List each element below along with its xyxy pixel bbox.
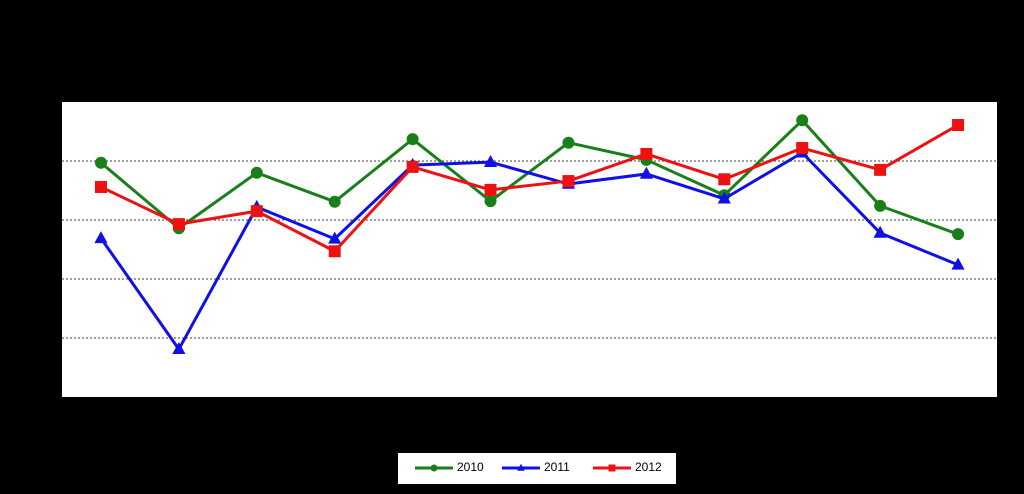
marker (796, 114, 809, 127)
marker (406, 160, 419, 173)
marker (94, 231, 108, 244)
marker (952, 228, 965, 241)
plot-area (62, 102, 997, 397)
marker (717, 191, 731, 204)
marker (639, 166, 653, 179)
marker (640, 147, 653, 160)
marker (328, 245, 341, 258)
marker (874, 163, 887, 176)
legend-label: 2012 (635, 460, 662, 474)
marker (250, 166, 263, 179)
marker (484, 195, 497, 208)
marker (517, 463, 525, 471)
marker (172, 342, 186, 355)
marker (250, 205, 263, 218)
marker (484, 183, 497, 196)
marker (952, 119, 965, 132)
marker (562, 136, 575, 149)
marker (172, 218, 185, 231)
series-line (99, 151, 959, 351)
marker (94, 180, 107, 193)
marker (874, 199, 887, 212)
marker (796, 142, 809, 155)
legend-label: 2010 (457, 460, 484, 474)
marker (608, 464, 616, 472)
marker (873, 225, 887, 238)
marker (328, 231, 342, 244)
marker (562, 175, 575, 188)
marker (406, 133, 419, 146)
marker (328, 195, 341, 208)
series-line (100, 123, 959, 253)
legend-label: 2011 (544, 460, 570, 474)
marker (483, 154, 498, 167)
marker (951, 257, 965, 270)
marker (430, 464, 438, 472)
marker (718, 173, 731, 186)
marker (94, 156, 107, 169)
